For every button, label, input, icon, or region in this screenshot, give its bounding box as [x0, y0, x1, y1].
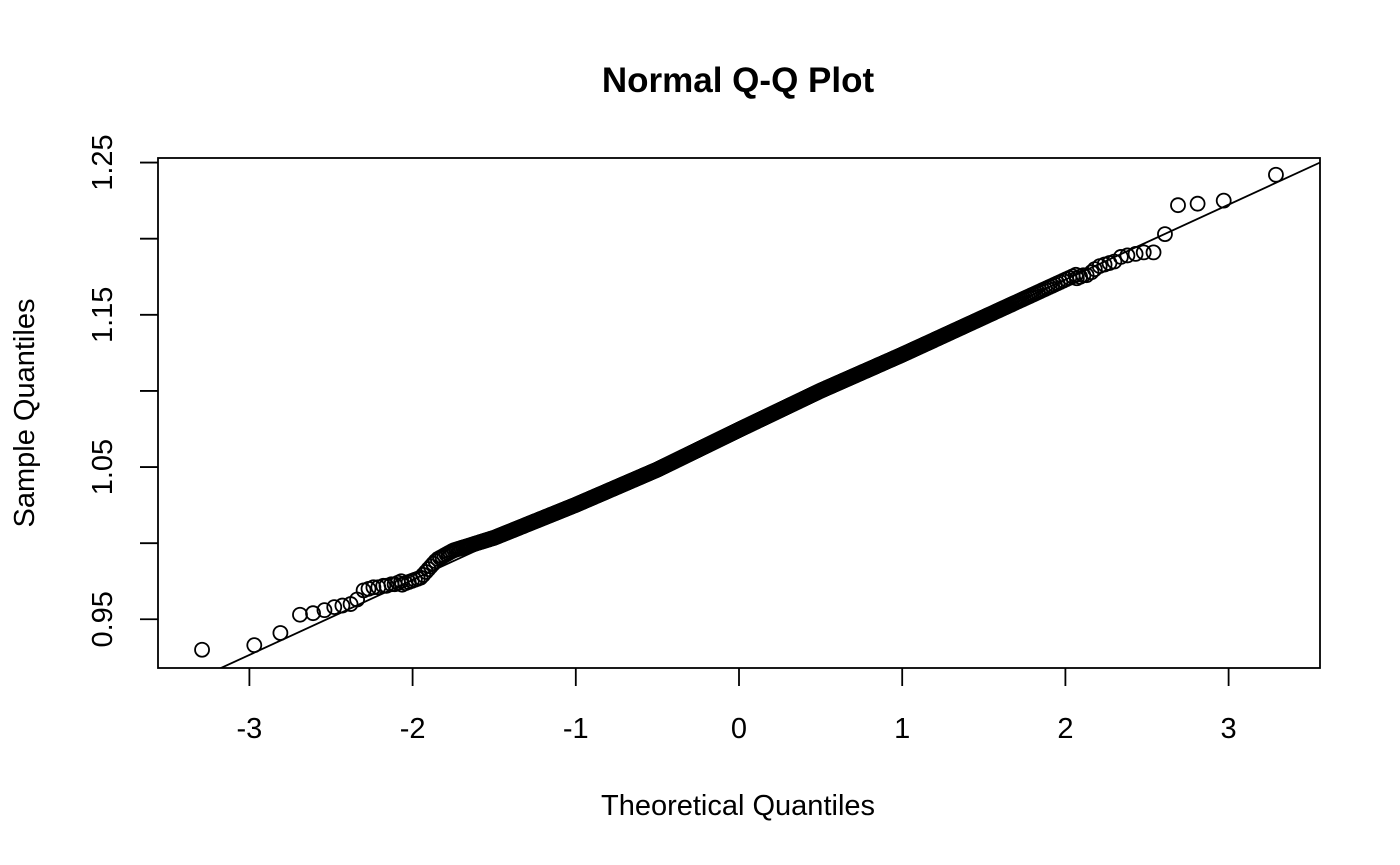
data-points: [194, 166, 1284, 658]
data-point: [1119, 247, 1136, 264]
y-tick-label: 1.15: [87, 287, 119, 343]
data-point: [1189, 195, 1206, 212]
data-point: [305, 605, 321, 622]
y-axis: 0.95 1.05 1.15 1.25: [87, 134, 158, 648]
y-tick-label: 1.05: [87, 439, 119, 495]
data-point: [194, 641, 210, 658]
x-tick-label: 1: [894, 713, 910, 745]
data-point: [1145, 244, 1162, 261]
x-tick-label: 3: [1221, 713, 1237, 745]
x-tick-label: 2: [1057, 713, 1073, 745]
data-point: [412, 569, 429, 586]
y-tick-label: 1.25: [87, 134, 119, 190]
reference-line: [218, 161, 1320, 668]
y-tick-label: 0.95: [87, 591, 119, 647]
data-point: [1135, 244, 1152, 261]
data-point: [1268, 166, 1284, 183]
data-point: [1157, 226, 1173, 243]
x-tick-label: -3: [236, 713, 262, 745]
data-point: [326, 599, 343, 615]
chart-title: Normal Q-Q Plot: [602, 61, 875, 100]
plot-area: [157, 157, 1321, 669]
y-axis-label: Sample Quantiles: [9, 299, 41, 528]
x-tick-label: -2: [400, 713, 426, 745]
data-point: [316, 602, 333, 619]
x-tick-label: -1: [563, 713, 589, 745]
x-axis-label: Theoretical Quantiles: [601, 790, 875, 822]
x-tick-label: 0: [731, 713, 747, 745]
x-axis: -3 -2 -1 0 1 2 3: [236, 668, 1237, 745]
data-point: [1170, 197, 1186, 214]
